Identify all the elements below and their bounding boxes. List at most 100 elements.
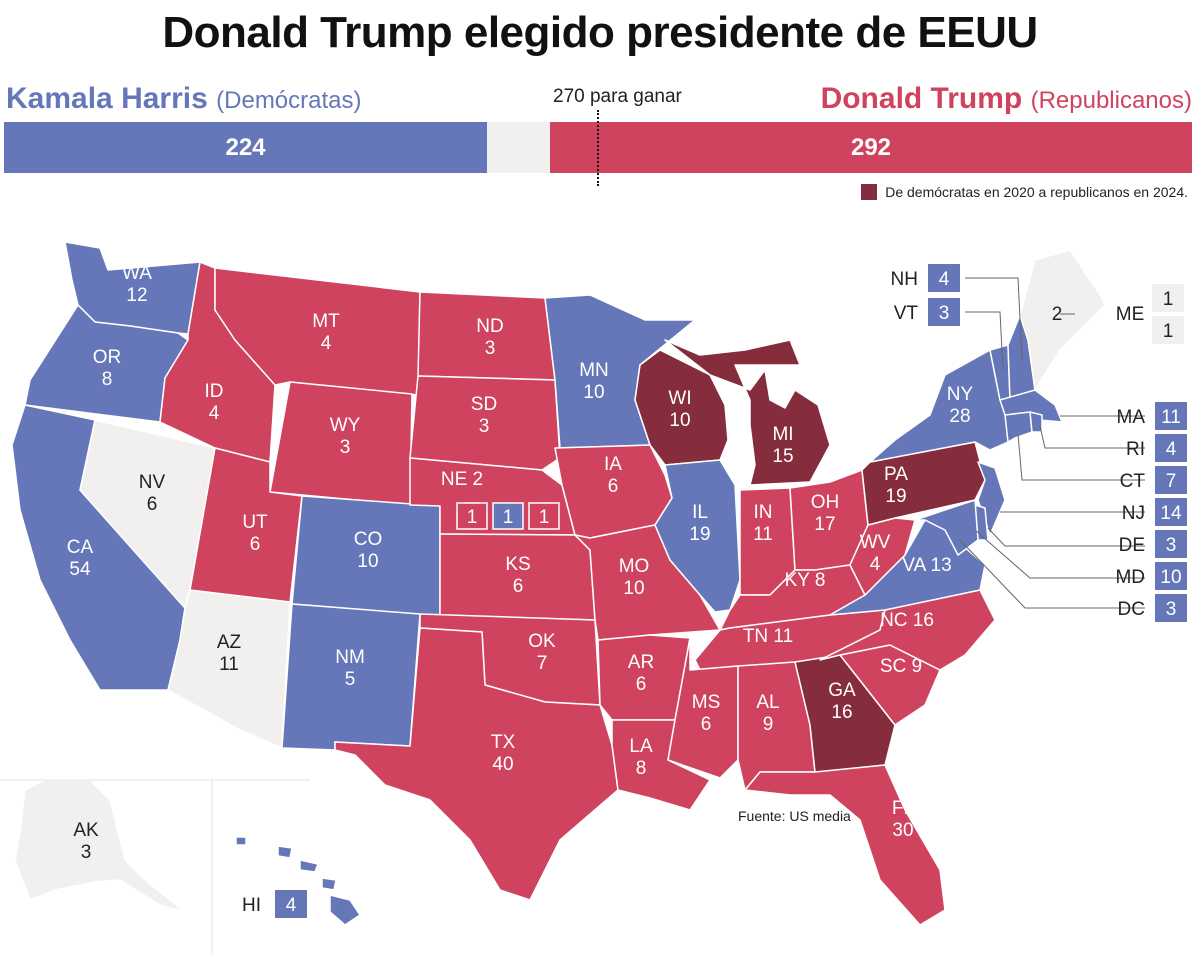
undecided-bar (487, 122, 550, 173)
state-ev-WY: 3 (340, 437, 351, 458)
flip-swatch (861, 184, 878, 200)
state-ev-TX: 40 (492, 754, 513, 775)
state-abbr-PA: PA (884, 464, 908, 485)
ne-district-3: 1 (539, 507, 550, 528)
trump-name: Donald Trump (820, 82, 1023, 115)
me-districts: 2 ME 1 1 (1052, 284, 1184, 344)
callout-abbr-VT: VT (894, 303, 919, 324)
us-map: WA12OR8CA54NV6ID4MT4WY3UT6AZ11CO10NM5ND3… (0, 241, 1187, 955)
state-ev-MN: 10 (583, 382, 604, 403)
state-ev-WA: 12 (126, 285, 147, 306)
state-label-NC: NC 16 (880, 610, 934, 631)
threshold-label: 270 para ganar (553, 86, 682, 107)
state-ME[interactable] (1019, 249, 1106, 391)
ne-district-1: 1 (467, 507, 478, 528)
ne-districts: NE 2 1 1 1 (441, 469, 560, 530)
trump-header: Donald Trump (Republicanos) (821, 82, 1192, 116)
state-ev-NY: 28 (949, 406, 970, 427)
state-ev-AZ: 11 (219, 654, 239, 675)
state-abbr-IL: IL (692, 502, 708, 523)
state-ev-IA: 6 (608, 476, 619, 497)
state-ev-ND: 3 (485, 338, 496, 359)
state-abbr-SD: SD (471, 394, 497, 415)
callout-abbr-HI: HI (242, 895, 261, 916)
state-HI[interactable] (235, 836, 361, 926)
state-abbr-AL: AL (756, 692, 779, 713)
state-ev-MT: 4 (321, 333, 332, 354)
state-labels: WA12OR8CA54NV6ID4MT4WY3UT6AZ11CO10NM5ND3… (67, 263, 974, 863)
me-district-box-2 (1152, 316, 1184, 344)
state-abbr-CA: CA (67, 537, 94, 558)
trump-bar: 292 (550, 122, 1192, 173)
ne-district-box-3 (528, 502, 560, 530)
callout-ev-VT: 3 (939, 303, 950, 324)
ne-district-box-2 (492, 502, 524, 530)
callout-box-MA (1155, 402, 1187, 430)
state-ev-IL: 19 (689, 524, 710, 545)
state-CT[interactable] (1004, 411, 1033, 443)
state-WI[interactable] (634, 349, 729, 466)
state-abbr-UT: UT (242, 512, 268, 533)
state-ev-MS: 6 (701, 714, 712, 735)
state-TX[interactable] (334, 627, 619, 901)
state-abbr-MI: MI (772, 424, 793, 445)
callout-box-DC (1155, 594, 1187, 622)
state-abbr-MS: MS (692, 692, 721, 713)
state-MI[interactable] (664, 339, 831, 486)
callout-abbr-NH: NH (891, 269, 918, 290)
state-abbr-IN: IN (754, 502, 773, 523)
callout-ev-NJ: 14 (1160, 503, 1182, 524)
state-FL[interactable] (744, 764, 946, 926)
harris-party: (Demócratas) (216, 87, 362, 114)
state-ev-OR: 8 (102, 369, 113, 390)
callout-ev-MD: 10 (1160, 567, 1181, 588)
callout-box-VT (928, 298, 960, 326)
harris-votes: 224 (225, 133, 266, 161)
state-label-VA: VA 13 (902, 555, 951, 576)
state-abbr-ID: ID (205, 381, 224, 402)
state-MD[interactable] (914, 499, 979, 556)
state-ev-ID: 4 (209, 403, 220, 424)
callout-box-CT (1155, 466, 1187, 494)
state-ev-CA: 54 (69, 559, 91, 580)
state-AK[interactable] (14, 779, 186, 913)
state-RI[interactable] (1029, 411, 1043, 433)
state-abbr-ND: ND (476, 316, 503, 337)
ne-label: NE 2 (441, 469, 483, 490)
state-ev-MI: 15 (772, 446, 793, 467)
flip-legend-text: De demócratas en 2020 a republicanos en … (885, 184, 1188, 200)
callout-ev-NH: 4 (939, 269, 950, 290)
callout-abbr-DC: DC (1118, 599, 1145, 620)
callout-ev-CT: 7 (1166, 471, 1177, 492)
state-abbr-WY: WY (330, 415, 361, 436)
state-abbr-FL: FL (892, 798, 914, 819)
callout-box-NJ (1155, 498, 1187, 526)
callout-box-RI (1155, 434, 1187, 462)
ne-district-2: 1 (503, 507, 514, 528)
state-ev-CO: 10 (357, 551, 378, 572)
me-district-box-1 (1152, 284, 1184, 312)
state-abbr-GA: GA (828, 680, 856, 701)
state-IL[interactable] (654, 459, 741, 613)
callout-ev-HI: 4 (286, 895, 297, 916)
callout-ev-DE: 3 (1166, 535, 1177, 556)
source-note: Fuente: US media (738, 808, 851, 824)
callout-abbr-MD: MD (1115, 567, 1145, 588)
me-abbr: ME (1116, 304, 1145, 325)
harris-bar: 224 (4, 122, 487, 173)
state-AZ[interactable] (167, 589, 291, 749)
state-ev-UT: 6 (250, 534, 261, 555)
callout-abbr-CT: CT (1120, 471, 1146, 492)
state-abbr-MT: MT (312, 311, 340, 332)
state-abbr-LA: LA (629, 736, 653, 757)
callout-ev-MA: 11 (1161, 407, 1181, 428)
state-ev-LA: 8 (636, 758, 647, 779)
callout-abbr-DE: DE (1119, 535, 1145, 556)
callout-abbr-MA: MA (1117, 407, 1146, 428)
state-SD[interactable] (409, 375, 561, 471)
callout-ev-DC: 3 (1166, 599, 1177, 620)
state-abbr-CO: CO (354, 529, 383, 550)
state-abbr-OR: OR (93, 347, 122, 368)
callout-box-DE (1155, 530, 1187, 558)
